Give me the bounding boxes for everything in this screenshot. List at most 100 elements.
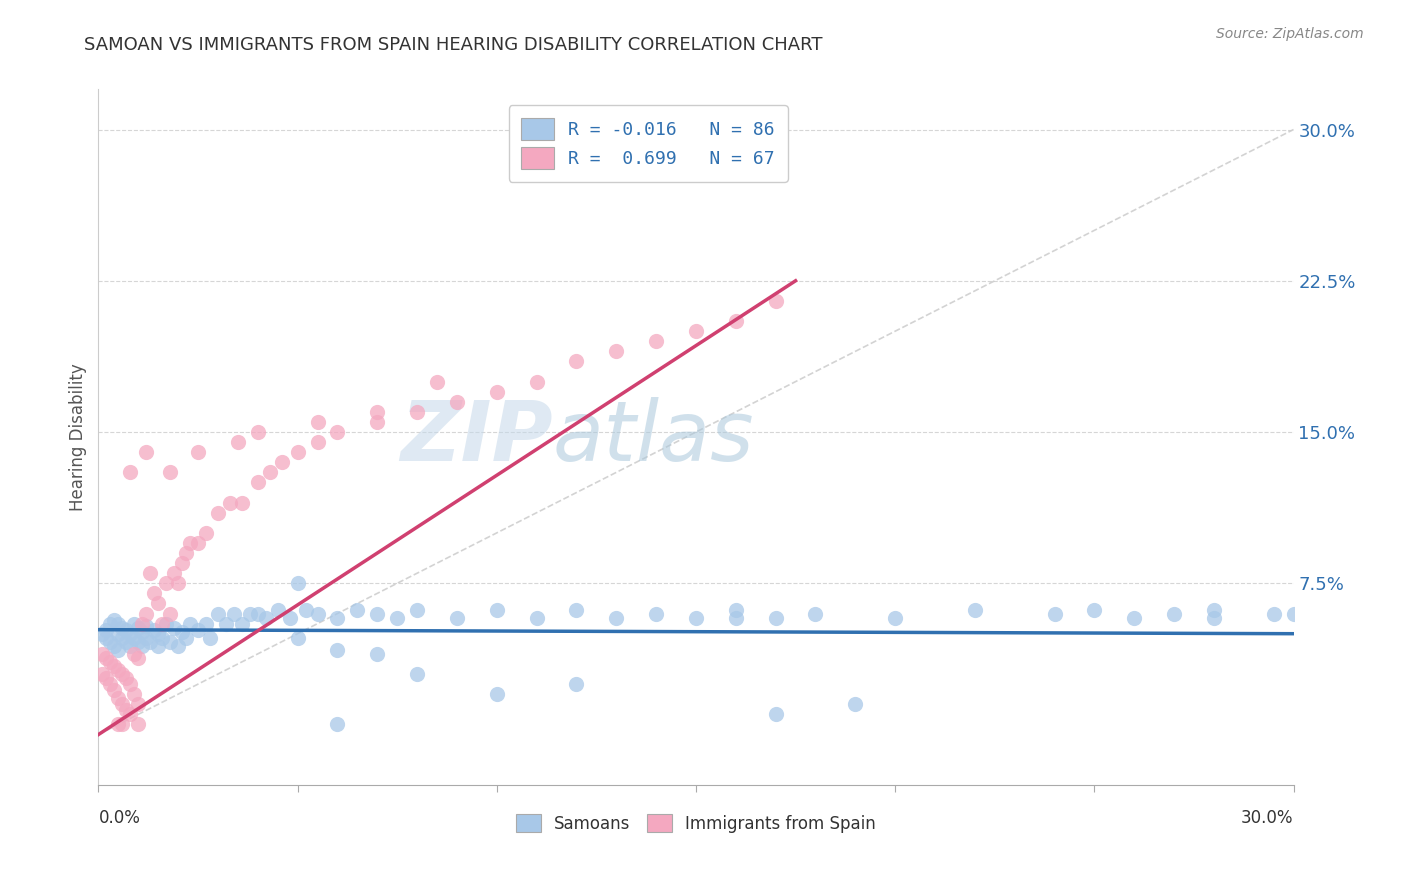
Text: ZIP: ZIP — [399, 397, 553, 477]
Point — [111, 717, 134, 731]
Point — [98, 634, 122, 648]
Point — [143, 586, 166, 600]
Point — [159, 634, 181, 648]
Point — [174, 546, 197, 560]
Point — [111, 621, 134, 635]
Point — [91, 626, 114, 640]
Point — [278, 610, 301, 624]
Point — [155, 616, 177, 631]
Point — [135, 631, 157, 645]
Point — [565, 354, 588, 368]
Point — [1043, 607, 1066, 621]
Point — [1263, 607, 1285, 621]
Point — [103, 683, 125, 698]
Y-axis label: Hearing Disability: Hearing Disability — [69, 363, 87, 511]
Point — [127, 698, 149, 712]
Point — [307, 607, 329, 621]
Point — [120, 639, 142, 653]
Point — [148, 626, 170, 640]
Point — [96, 623, 118, 637]
Point — [366, 415, 388, 429]
Point — [259, 466, 281, 480]
Point — [406, 405, 429, 419]
Point — [446, 394, 468, 409]
Point — [159, 466, 181, 480]
Point — [270, 455, 292, 469]
Point — [307, 435, 329, 450]
Point — [91, 647, 114, 661]
Point — [963, 602, 986, 616]
Point — [685, 324, 707, 338]
Text: atlas: atlas — [553, 397, 754, 477]
Point — [127, 634, 149, 648]
Point — [645, 334, 668, 349]
Legend: Samoans, Immigrants from Spain: Samoans, Immigrants from Spain — [509, 807, 883, 839]
Point — [167, 639, 190, 653]
Point — [1202, 610, 1225, 624]
Point — [98, 655, 122, 669]
Point — [131, 616, 153, 631]
Point — [172, 624, 194, 639]
Point — [111, 631, 134, 645]
Point — [120, 677, 142, 691]
Point — [135, 618, 157, 632]
Point — [96, 651, 118, 665]
Point — [765, 707, 787, 722]
Point — [724, 314, 747, 328]
Text: 0.0%: 0.0% — [98, 809, 141, 827]
Point — [366, 405, 388, 419]
Point — [124, 631, 146, 645]
Point — [724, 610, 747, 624]
Point — [107, 663, 129, 677]
Point — [485, 384, 508, 399]
Point — [645, 607, 668, 621]
Point — [366, 607, 388, 621]
Point — [98, 677, 122, 691]
Point — [187, 536, 209, 550]
Point — [179, 536, 201, 550]
Point — [226, 435, 249, 450]
Point — [163, 621, 186, 635]
Point — [107, 643, 129, 657]
Point — [198, 631, 221, 645]
Point — [127, 621, 149, 635]
Point — [107, 717, 129, 731]
Text: 30.0%: 30.0% — [1241, 809, 1294, 827]
Point — [267, 602, 290, 616]
Point — [254, 610, 277, 624]
Point — [1083, 602, 1105, 616]
Point — [150, 631, 173, 645]
Point — [326, 643, 349, 657]
Point — [565, 602, 588, 616]
Point — [219, 495, 242, 509]
Point — [96, 671, 118, 685]
Point — [326, 610, 349, 624]
Point — [884, 610, 907, 624]
Point — [307, 415, 329, 429]
Point — [187, 445, 209, 459]
Point — [844, 698, 866, 712]
Point — [605, 344, 627, 359]
Point — [326, 717, 349, 731]
Point — [150, 616, 173, 631]
Point — [159, 607, 181, 621]
Point — [326, 425, 349, 439]
Point — [167, 576, 190, 591]
Point — [426, 375, 449, 389]
Point — [231, 495, 253, 509]
Point — [103, 639, 125, 653]
Point — [139, 634, 162, 648]
Point — [131, 624, 153, 639]
Point — [107, 626, 129, 640]
Point — [231, 616, 253, 631]
Point — [1163, 607, 1185, 621]
Point — [565, 677, 588, 691]
Point — [120, 466, 142, 480]
Point — [131, 639, 153, 653]
Point — [287, 445, 309, 459]
Point — [605, 610, 627, 624]
Point — [163, 566, 186, 581]
Point — [148, 597, 170, 611]
Point — [179, 616, 201, 631]
Point — [406, 602, 429, 616]
